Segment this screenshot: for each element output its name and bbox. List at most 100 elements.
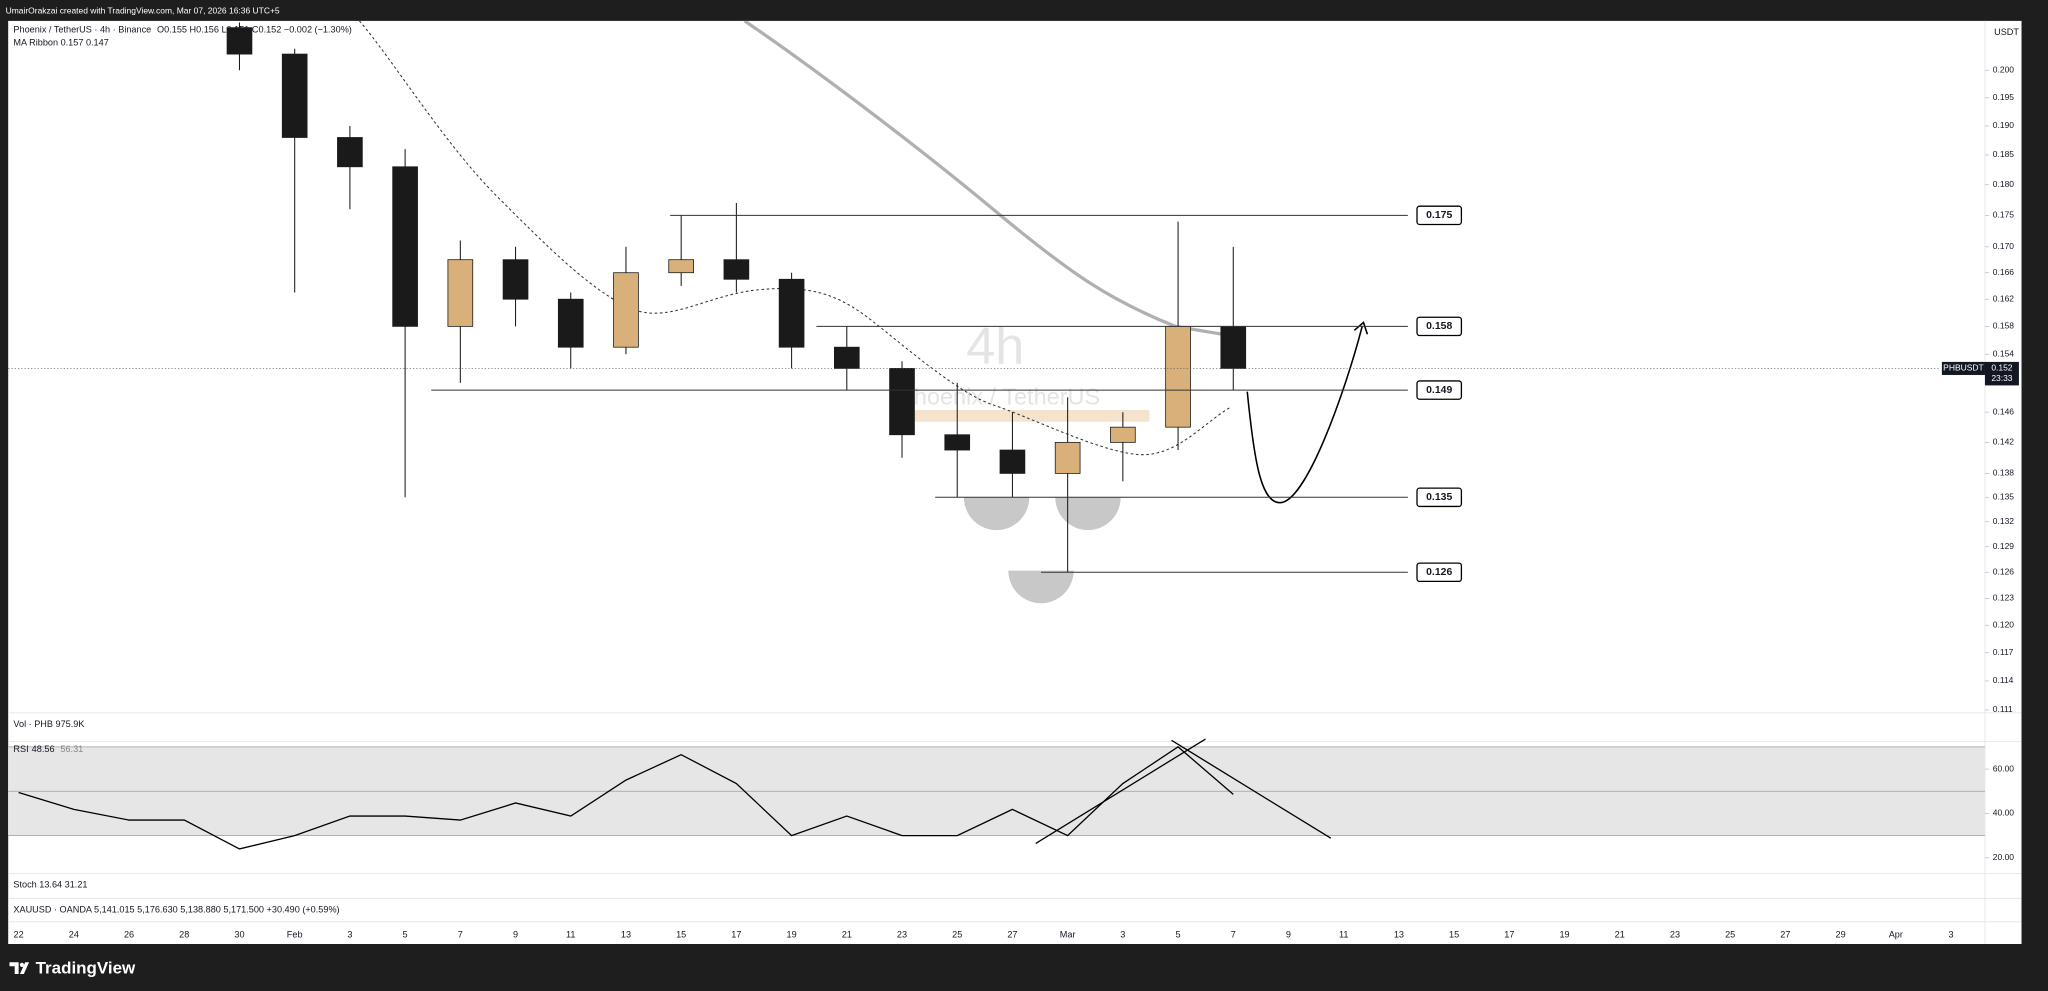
credit: UmairOrakzai created with TradingView.co… xyxy=(6,5,280,15)
logo: TradingView xyxy=(9,958,136,977)
y-tick-label: 0.158 xyxy=(1993,321,2014,331)
x-tick-label: 22 xyxy=(14,929,24,939)
level-box xyxy=(1416,380,1463,400)
level-box xyxy=(1416,487,1463,508)
watermark-interval: 4h xyxy=(966,318,1024,376)
y-tick-label: 60.00 xyxy=(1993,763,2014,773)
left-shoulder xyxy=(963,497,1030,531)
logo-mark xyxy=(9,962,30,975)
watermark-name: Phoenix / TetherUS xyxy=(898,383,1100,409)
x-tick-label: Apr xyxy=(1889,929,1903,939)
y-tick-label: 0.162 xyxy=(1993,293,2014,303)
level-label: 0.126 xyxy=(1426,567,1452,578)
candle-body xyxy=(1110,426,1136,443)
y-tick-label: 0.166 xyxy=(1993,267,2014,277)
x-tick-label: 3 xyxy=(1120,929,1125,939)
x-tick-label: 21 xyxy=(842,929,852,939)
y-tick-label: 0.111 xyxy=(1993,704,2013,714)
x-tick-label: 27 xyxy=(1780,929,1790,939)
rsi-trendline xyxy=(1035,738,1206,845)
y-tick-label: 0.180 xyxy=(1993,179,2014,189)
x-tick-label: 5 xyxy=(403,929,408,939)
x-tick-label: 11 xyxy=(1339,929,1348,939)
x-tick-label: 23 xyxy=(1670,929,1680,939)
x-tick-label: 29 xyxy=(1836,929,1846,939)
candle-body xyxy=(1220,325,1247,369)
candle-body xyxy=(778,278,805,348)
level-box xyxy=(1416,205,1463,226)
symbol-tag-box xyxy=(1941,361,1985,375)
y-tick-label: 0.170 xyxy=(1993,241,2014,251)
candle-body xyxy=(392,166,418,327)
level-label: 0.149 xyxy=(1426,385,1452,396)
y-tick-label: 0.146 xyxy=(1993,406,2014,416)
brand: TradingView xyxy=(36,958,136,977)
candle-body xyxy=(281,53,308,138)
y-tick-label: 0.142 xyxy=(1993,437,2014,447)
level-label: 0.175 xyxy=(1426,210,1452,221)
volume-legend: Vol · PHB 975.9K xyxy=(13,719,84,729)
pattern-shapes xyxy=(963,497,1121,604)
x-tick-label: 9 xyxy=(1286,929,1291,939)
candle-body xyxy=(944,434,971,451)
x-tick-label: 21 xyxy=(1615,929,1625,939)
countdown: 23:33 xyxy=(1991,373,2012,383)
x-tick-label: 26 xyxy=(124,929,134,939)
level-label: 0.135 xyxy=(1426,492,1452,503)
rsi-value: 48.56 xyxy=(32,744,55,754)
y-tick-label: 0.117 xyxy=(1993,647,2014,657)
x-tick-label: 15 xyxy=(1449,929,1459,939)
y-tick-label: 20.00 xyxy=(1993,852,2014,862)
candle-body xyxy=(999,449,1026,474)
candle-body xyxy=(1054,441,1081,474)
rsi-trendline xyxy=(1171,739,1332,839)
last-price-label: 0.152 xyxy=(1991,363,2012,373)
x-tick-label: 19 xyxy=(787,929,797,939)
level-box xyxy=(1416,316,1463,337)
projection-curve xyxy=(1246,326,1363,504)
right-shoulder xyxy=(1055,497,1121,531)
x-tick-label: 5 xyxy=(1176,929,1181,939)
level-label: 0.158 xyxy=(1426,321,1452,332)
x-tick-label: Mar xyxy=(1060,929,1076,939)
x-tick-label: Feb xyxy=(287,929,303,939)
ma-ribbon: MA Ribbon 0.157 0.147 xyxy=(13,37,108,47)
head xyxy=(1008,570,1074,604)
x-tick-label: 23 xyxy=(897,929,907,939)
y-tick-label: 0.132 xyxy=(1993,516,2014,526)
x-tick-label: 13 xyxy=(621,929,631,939)
rsi-title: RSI xyxy=(13,744,28,754)
y-tick-label: 0.120 xyxy=(1993,619,2014,629)
logo-dot xyxy=(19,962,24,967)
x-tick-label: 7 xyxy=(458,929,463,939)
currency: USDT xyxy=(1994,27,2019,37)
candle-body xyxy=(337,137,363,168)
x-tick-label: 24 xyxy=(69,929,79,939)
candle-body xyxy=(833,346,860,369)
x-tick-label: 25 xyxy=(952,929,962,939)
y-tick-label: 0.175 xyxy=(1993,210,2014,220)
x-tick-label: 9 xyxy=(513,929,518,939)
candle-body xyxy=(447,259,474,327)
x-tick-label: 3 xyxy=(1948,929,1953,939)
y-tick-label: 0.138 xyxy=(1993,468,2014,478)
y-tick-label: 0.126 xyxy=(1993,566,2014,576)
x-tick-label: 11 xyxy=(566,929,575,939)
symbol-tag: PHBUSDT xyxy=(1943,363,1983,373)
symbol: Phoenix / TetherUS · 4h · Binance xyxy=(13,24,151,34)
rsi-line xyxy=(18,746,1234,850)
candle-body xyxy=(502,259,529,300)
candle-body xyxy=(723,259,750,280)
x-tick-label: 15 xyxy=(676,929,686,939)
price-layer xyxy=(226,22,1247,573)
y-tick-label: 0.129 xyxy=(1993,541,2014,551)
y-tick-label: 0.135 xyxy=(1993,492,2014,502)
y-tick-label: 0.123 xyxy=(1993,593,2014,603)
y-tick-label: 0.200 xyxy=(1993,65,2014,75)
x-tick-label: 25 xyxy=(1725,929,1735,939)
xau-legend: XAUUSD · OANDA 5,141.015 5,176.630 5,138… xyxy=(13,904,339,914)
x-tick-label: 27 xyxy=(1007,929,1017,939)
ma-slow xyxy=(743,20,1231,338)
